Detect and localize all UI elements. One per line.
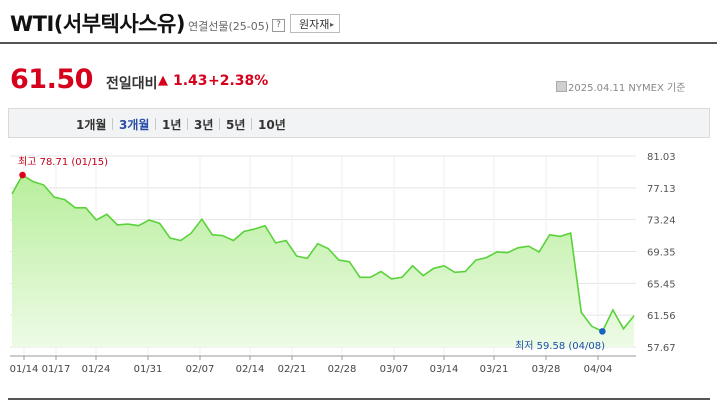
tab-1-year[interactable]: 1년 [162,118,182,132]
footer-divider [8,398,710,400]
change-label: 전일대비 [106,76,158,92]
low-label: 최저 59.58 (04/08) [515,340,605,352]
x-tick-label: 02/07 [186,364,215,375]
tab-separator [187,118,188,130]
period-tabs: 1개월 3개월 1년 3년 5년 10년 [8,108,710,138]
y-tick-label: 69.35 [647,248,676,259]
x-tick-label: 02/21 [278,364,307,375]
change-value: 1.43 [173,73,208,89]
raw-materials-button[interactable]: 원자재 ▸ [290,14,340,33]
tab-separator [112,118,113,130]
contract-subtitle: 연결선물(25-05) [188,20,270,33]
reference-date: 2025.04.11 NYMEX 기준 [568,83,686,94]
tab-separator [251,118,252,130]
x-tick-label: 01/14 [10,364,39,375]
help-icon[interactable]: ? [272,19,285,32]
y-axis-ticks: 81.03 77.13 73.24 69.35 65.45 61.56 57.67 [647,152,676,354]
x-tick-label: 01/24 [82,364,111,375]
price-area [12,175,634,347]
x-tick-label: 04/04 [584,364,613,375]
tab-3-years[interactable]: 3년 [194,118,214,132]
x-tick-label: 03/07 [380,364,409,375]
header-divider [0,42,717,44]
x-axis-ticks: 01/14 01/17 01/24 01/31 02/07 02/14 02/21 02/28… [10,356,613,375]
x-tick-label: 03/28 [532,364,561,375]
y-tick-label: 73.24 [647,216,676,227]
low-marker [599,328,606,335]
x-tick-label: 03/14 [430,364,459,375]
page-title: WTI(서부텍사스유) [10,12,185,36]
tab-5-years[interactable]: 5년 [226,118,246,132]
x-tick-label: 02/28 [328,364,357,375]
x-tick-label: 01/31 [134,364,163,375]
tab-3-months[interactable]: 3개월 [119,118,150,132]
y-tick-label: 57.67 [647,343,676,354]
tab-separator [219,118,220,130]
y-tick-label: 81.03 [647,152,676,163]
y-tick-label: 65.45 [647,279,676,290]
change-percent: +2.38% [208,73,269,89]
tab-10-years[interactable]: 10년 [258,118,286,132]
y-tick-label: 61.56 [647,311,676,322]
tab-separator [155,118,156,130]
x-tick-label: 02/14 [236,364,265,375]
tab-1-month[interactable]: 1개월 [76,118,107,132]
x-tick-label: 03/21 [480,364,509,375]
x-tick-label: 01/17 [42,364,71,375]
raw-materials-label: 원자재 [299,18,330,31]
current-price: 61.50 [10,64,93,95]
high-label: 최고 78.71 (01/15) [18,156,108,168]
price-line [11,173,635,333]
chevron-right-icon: ▸ [329,20,334,29]
extreme-markers: 최고 78.71 (01/15) 최저 59.58 (04/08) [18,156,606,352]
price-chart[interactable]: 01/14 01/17 01/24 01/31 02/07 02/14 02/21 02/28… [0,145,717,385]
high-marker [19,171,26,179]
header: WTI(서부텍사스유) 연결선물(25-05) ? 원자재 ▸ [0,0,717,44]
y-tick-label: 77.13 [647,184,676,195]
up-triangle-icon: ▲ [158,73,168,88]
calendar-icon [556,81,567,92]
